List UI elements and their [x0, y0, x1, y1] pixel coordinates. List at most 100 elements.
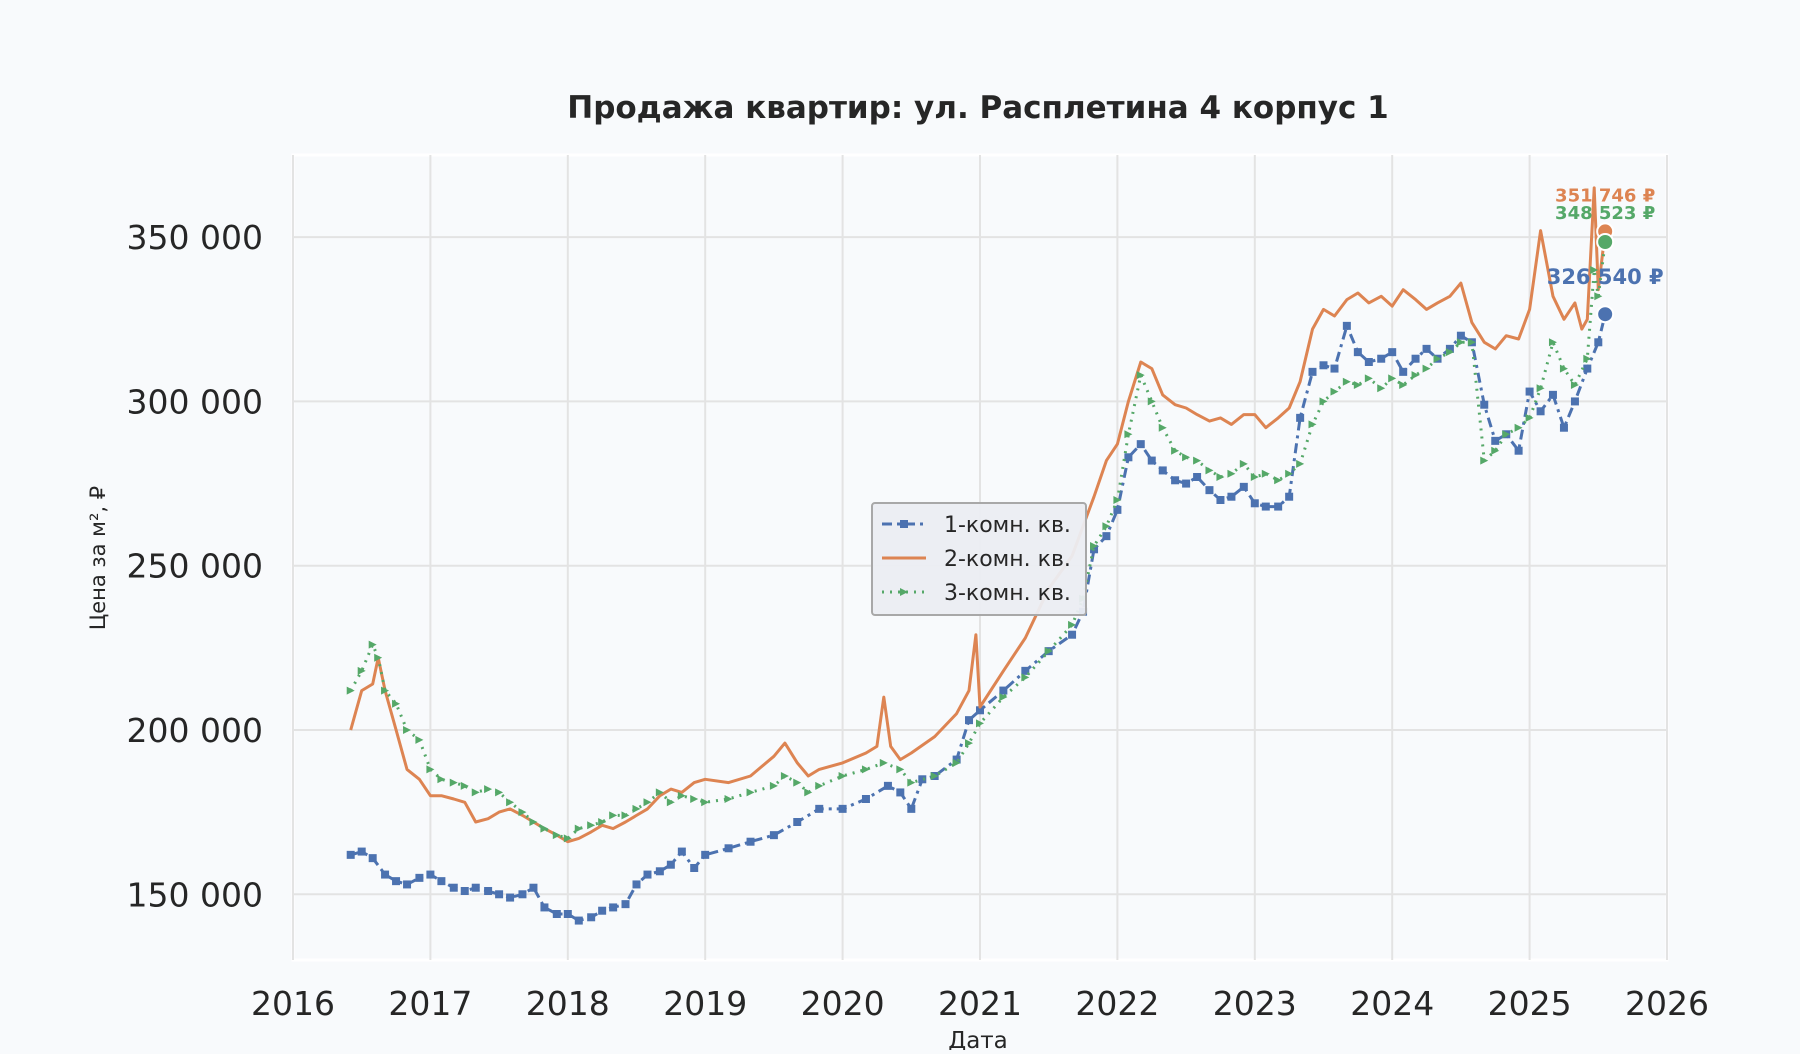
data-point — [1250, 473, 1259, 481]
end-value-label: 348 523 ₽ — [1555, 203, 1655, 224]
data-point — [460, 781, 469, 790]
data-point — [701, 850, 710, 859]
data-point — [403, 880, 412, 889]
data-point — [655, 788, 664, 797]
data-point — [1364, 374, 1373, 383]
data-point — [1113, 505, 1122, 514]
data-point — [1570, 397, 1579, 406]
data-point — [1113, 496, 1122, 504]
data-point — [1250, 499, 1259, 508]
grid — [292, 155, 1668, 960]
data-point — [793, 778, 802, 787]
data-point — [1330, 364, 1339, 373]
data-point — [1377, 354, 1386, 363]
data-point — [1068, 620, 1077, 629]
legend-label: 3-комн. кв. — [944, 581, 1071, 606]
y-tick-label: 150 000 — [127, 875, 263, 914]
x-tick-label: 2016 — [251, 984, 335, 1023]
data-point — [484, 887, 493, 895]
data-point — [415, 735, 424, 744]
data-point — [1536, 384, 1545, 393]
tick-labels: 2016 2017 2018 2019 2020 2021 2022 2023 2024 2025… — [127, 218, 1709, 1023]
data-point — [1216, 496, 1225, 504]
data-point — [1147, 456, 1156, 465]
data-point — [1296, 413, 1305, 422]
data-point — [1239, 459, 1248, 468]
data-point — [1021, 666, 1030, 675]
data-point — [1205, 486, 1214, 495]
data-point — [976, 706, 984, 715]
data-point — [1147, 397, 1156, 406]
data-point — [1525, 413, 1534, 422]
data-point — [701, 798, 710, 807]
data-point — [506, 893, 515, 902]
data-point — [1102, 532, 1111, 541]
x-tick-label: 2019 — [663, 984, 747, 1023]
data-point — [1136, 440, 1145, 449]
data-point — [392, 699, 401, 708]
data-point — [793, 818, 802, 826]
data-point — [1158, 423, 1167, 432]
data-point — [1342, 377, 1351, 386]
data-point — [1590, 266, 1599, 274]
x-tick-label: 2018 — [526, 984, 610, 1023]
data-point — [1491, 436, 1500, 445]
data-point — [1559, 423, 1568, 432]
data-point — [1308, 420, 1317, 429]
data-point — [655, 867, 664, 876]
series-line — [349, 186, 1607, 844]
data-point — [426, 870, 435, 879]
data-point — [471, 788, 480, 797]
data-point — [666, 798, 675, 807]
data-point — [1353, 381, 1362, 389]
data-point — [574, 916, 583, 925]
data-point — [1480, 456, 1489, 465]
data-point — [1319, 361, 1328, 370]
data-point — [1548, 338, 1557, 347]
data-point — [1583, 354, 1592, 363]
data-point — [1182, 479, 1191, 488]
data-point — [460, 887, 469, 895]
data-point — [632, 804, 641, 813]
data-point — [381, 686, 390, 695]
data-point — [1182, 453, 1191, 462]
data-point — [838, 804, 847, 813]
data-point — [437, 877, 446, 886]
data-point — [381, 870, 390, 879]
data-point — [815, 804, 824, 813]
data-point — [907, 778, 916, 787]
data-point — [1021, 673, 1030, 682]
data-point — [1158, 466, 1167, 475]
data-point — [495, 890, 504, 899]
data-point — [1285, 469, 1294, 478]
data-point — [563, 910, 572, 918]
end-point-marker — [1596, 232, 1615, 251]
legend-box — [871, 502, 1087, 616]
data-point — [1124, 430, 1133, 439]
data-point — [999, 693, 1008, 702]
data-point — [1044, 647, 1053, 656]
data-point — [415, 873, 424, 882]
data-point — [518, 890, 527, 899]
data-point — [1445, 344, 1454, 353]
data-point — [471, 883, 480, 892]
x-tick-label: 2021 — [938, 984, 1022, 1023]
series-layer — [346, 186, 1610, 925]
data-point — [540, 824, 549, 833]
data-point — [1514, 446, 1523, 455]
x-tick-label: 2025 — [1488, 984, 1572, 1023]
data-point — [1594, 338, 1603, 347]
data-point — [900, 588, 908, 596]
legend: 1-комн. кв. 2-комн. кв. 3-комн. кв. — [871, 502, 1087, 616]
data-point — [598, 906, 607, 915]
data-point — [1559, 364, 1568, 373]
data-point — [1171, 446, 1180, 455]
x-tick-label: 2026 — [1625, 984, 1709, 1023]
data-point — [552, 831, 561, 840]
data-point — [1193, 473, 1202, 481]
data-point — [1399, 367, 1408, 376]
data-point — [540, 903, 549, 912]
data-point — [1364, 358, 1373, 366]
